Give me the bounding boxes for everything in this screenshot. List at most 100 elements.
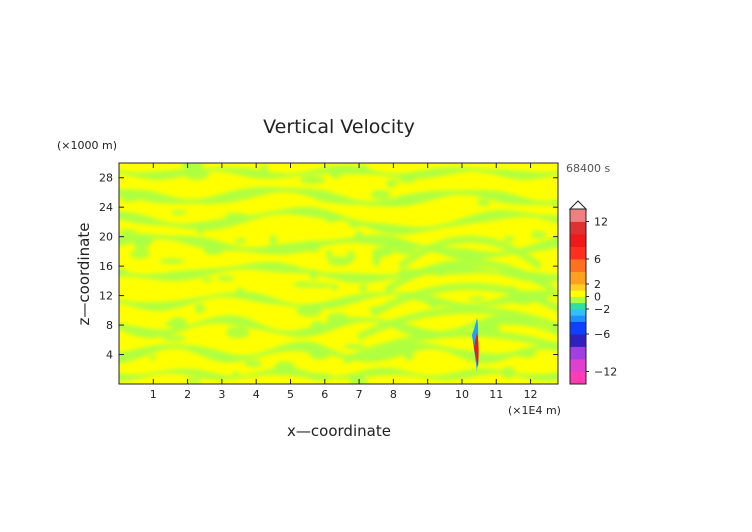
y-unit-label: (×1000 m): [57, 139, 117, 152]
colorbar-segment: [570, 290, 586, 297]
heatmap-field: [119, 163, 558, 384]
negative-patch: [159, 258, 185, 265]
time-label: 68400 s: [566, 162, 610, 175]
x-tick-label: 9: [424, 388, 431, 401]
negative-patch: [119, 192, 140, 202]
colorbar-segment: [570, 334, 586, 341]
negative-patch: [119, 268, 127, 273]
colorbar-segment: [570, 315, 586, 322]
negative-patch: [326, 312, 349, 324]
colorbar-tick-label: 0: [594, 291, 601, 304]
x-tick-label: 10: [455, 388, 469, 401]
negative-patch: [503, 236, 515, 243]
negative-patch: [216, 275, 235, 282]
colorbar-segment: [570, 321, 586, 329]
negative-patch: [348, 376, 368, 384]
negative-patch: [507, 285, 516, 292]
negative-patch: [403, 349, 415, 361]
colorbar-segment: [570, 209, 586, 216]
colorbar-segment: [570, 252, 586, 260]
colorbar-segment: [570, 215, 586, 222]
negative-band: [119, 367, 558, 381]
negative-patch: [534, 294, 548, 301]
negative-patch: [203, 245, 224, 255]
negative-patch: [216, 355, 232, 362]
negative-patch: [330, 170, 342, 179]
colorbar-segment: [570, 284, 586, 291]
x-tick-label: 1: [150, 388, 157, 401]
negative-patch: [387, 181, 395, 189]
colorbar-tick-label: −2: [594, 303, 610, 316]
negative-patch: [530, 230, 546, 239]
negative-patch: [370, 189, 391, 200]
negative-patch: [461, 191, 471, 196]
negative-patch: [515, 348, 537, 358]
y-axis-label: z—coordinate: [75, 223, 93, 326]
y-tick-label: 16: [99, 260, 113, 273]
negative-patch: [314, 194, 330, 201]
colorbar-segment: [570, 271, 586, 279]
negative-patch: [134, 234, 148, 247]
colorbar-tick-label: −6: [594, 328, 610, 341]
negative-patch: [343, 344, 367, 350]
negative-patch: [184, 168, 209, 181]
negative-patch: [244, 360, 263, 368]
negative-patch: [325, 249, 332, 260]
negative-patch: [269, 234, 278, 247]
wave-arc: [370, 282, 558, 317]
negative-patch: [120, 213, 130, 221]
colorbar-segment: [570, 327, 586, 335]
colorbar-segment: [570, 240, 586, 247]
colorbar-segment: [570, 277, 586, 285]
negative-patch: [354, 230, 364, 242]
y-tick-label: 4: [106, 349, 113, 362]
x-tick-label: 6: [321, 388, 328, 401]
negative-patch: [398, 194, 419, 200]
negative-patch: [512, 295, 534, 305]
colorbar-segment: [570, 246, 586, 254]
negative-patch: [536, 273, 544, 281]
colorbar-segment: [570, 221, 586, 229]
colorbar-segment: [570, 359, 586, 366]
plot-frame: [118, 162, 559, 385]
negative-band: [119, 290, 558, 311]
negative-patch: [224, 212, 246, 218]
negative-patch: [130, 249, 150, 259]
colorbar-segment: [570, 377, 586, 385]
y-tick-label: 24: [99, 201, 113, 214]
x-tick-label: 4: [253, 388, 260, 401]
negative-patch: [368, 306, 385, 312]
updraft-plume: [472, 318, 479, 372]
colorbar-segment: [570, 296, 586, 304]
negative-patch: [303, 240, 321, 252]
negative-patch: [330, 283, 339, 290]
negative-patch: [186, 377, 202, 384]
negative-patch: [399, 177, 416, 183]
colorbar-segment: [570, 346, 586, 354]
negative-patch: [236, 287, 245, 298]
negative-patch: [308, 373, 333, 381]
colorbar-segment: [570, 227, 586, 235]
negative-patch: [168, 317, 187, 329]
negative-band: [119, 187, 558, 207]
negative-patch: [477, 198, 490, 207]
negative-patch: [171, 210, 187, 215]
negative-patch: [200, 277, 213, 282]
negative-patch: [310, 320, 324, 332]
negative-patch: [389, 239, 402, 251]
negative-patch: [234, 238, 247, 244]
negative-patch: [307, 282, 332, 288]
x-tick-label: 8: [390, 388, 397, 401]
negative-patch: [482, 323, 501, 335]
negative-patch: [428, 300, 440, 308]
colorbar-segment: [570, 340, 586, 347]
negative-patch: [435, 267, 446, 277]
chart-title: Vertical Velocity: [263, 116, 415, 138]
wave-arc: [342, 330, 558, 365]
y-tick-label: 12: [99, 290, 113, 303]
negative-patch: [324, 214, 339, 223]
x-unit-label: (×1E4 m): [508, 404, 561, 417]
colorbar-segment: [570, 309, 586, 316]
negative-patch: [197, 225, 205, 235]
negative-patch: [383, 245, 391, 251]
